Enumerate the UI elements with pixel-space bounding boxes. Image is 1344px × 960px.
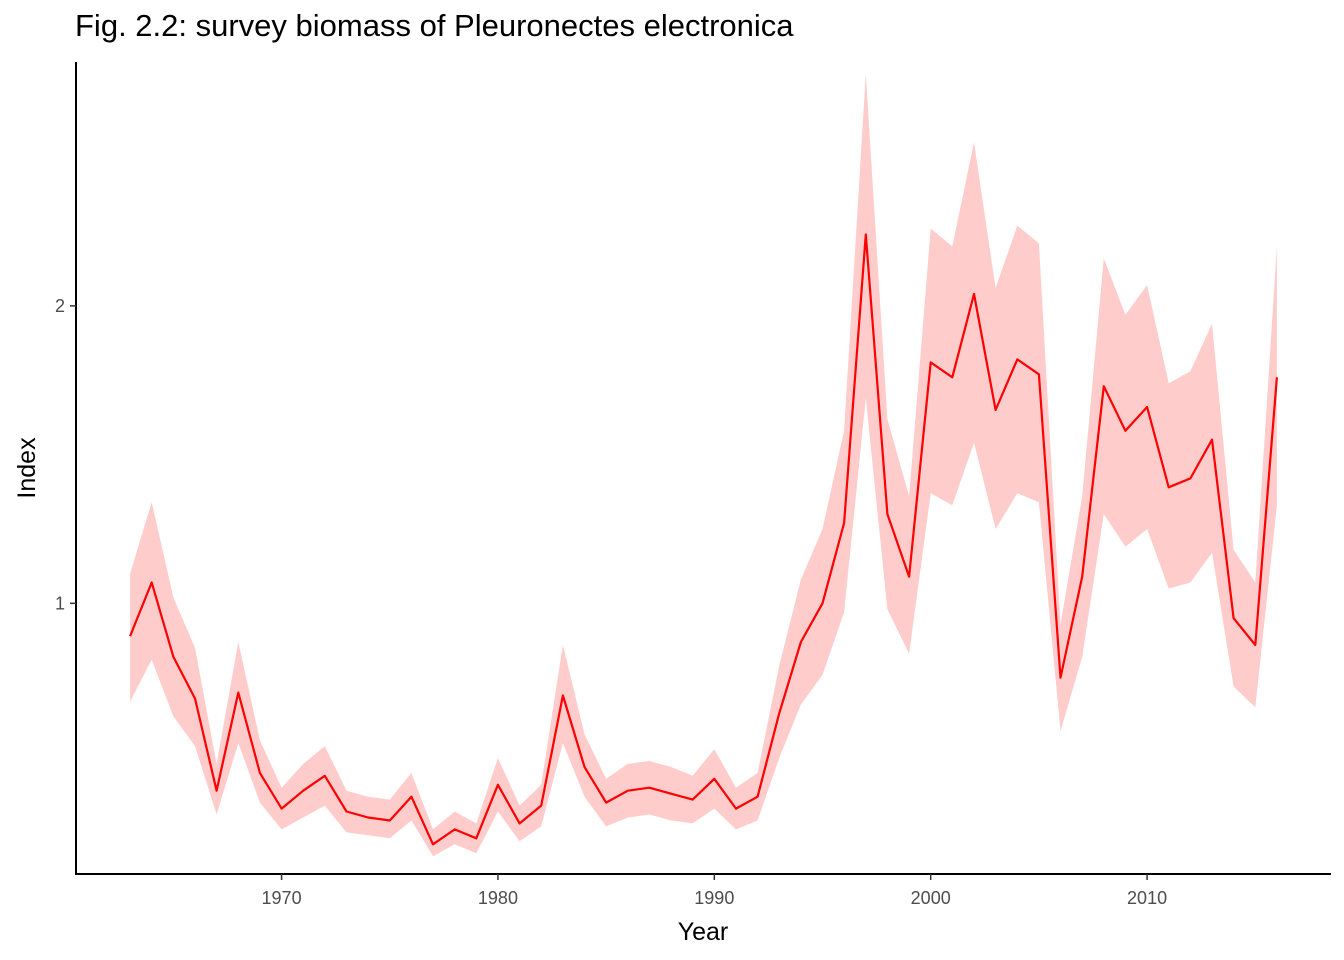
x-tick-label-1970: 1970 [262, 888, 302, 908]
confidence-band-layer [130, 73, 1277, 857]
x-tick-label-1990: 1990 [694, 888, 734, 908]
x-tick-label-2000: 2000 [911, 888, 951, 908]
y-tick-label-2: 2 [55, 296, 65, 316]
index-line-layer [129, 233, 1278, 846]
y-axis-title: Index [13, 437, 41, 499]
chart-title: Fig. 2.2: survey biomass of Pleuronectes… [75, 8, 794, 43]
x-tick-label-2010: 2010 [1127, 888, 1167, 908]
y-tick-label-1: 1 [55, 593, 65, 613]
index-line [129, 233, 1278, 846]
x-axis-title: Year [678, 918, 729, 946]
confidence-band [130, 73, 1277, 857]
x-tick-label-1980: 1980 [478, 888, 518, 908]
x-axis-ticks: 1970 1980 1990 2000 2010 [262, 874, 1167, 908]
y-axis-ticks: 12 [55, 296, 76, 613]
